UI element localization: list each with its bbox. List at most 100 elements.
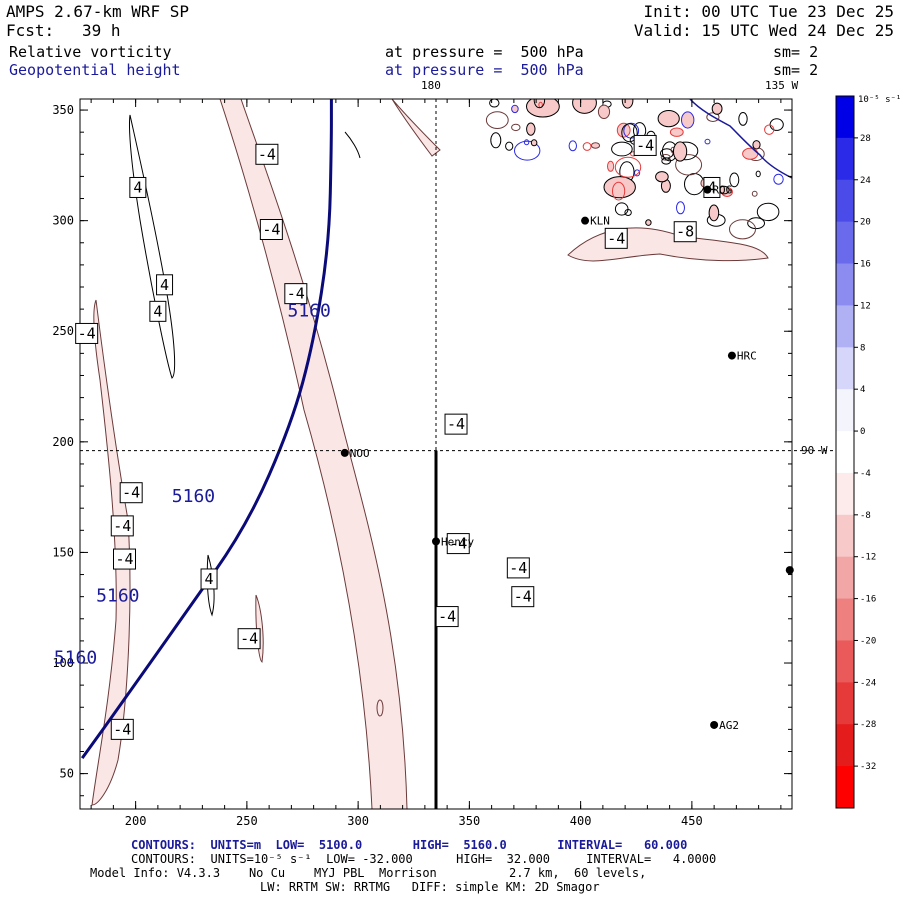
vorticity-label-box xyxy=(446,533,470,555)
vorticity-cell xyxy=(582,142,592,151)
forecast-hours: 39 h xyxy=(82,21,121,40)
colorbar-swatch xyxy=(836,682,854,725)
x-tick-label: 350 xyxy=(459,814,481,828)
vorticity-cell xyxy=(514,140,541,161)
plot-frame: 200 250 300 350 400 450 50 100 150 200 250 300 350 xyxy=(52,98,840,828)
vorticity-cell xyxy=(634,169,641,177)
station-label: HRC xyxy=(737,350,757,363)
station-dot xyxy=(727,351,736,360)
vorticity-label-box xyxy=(110,718,134,740)
colorbar-tick-label: -32 xyxy=(860,762,876,772)
colorbar-swatch xyxy=(836,766,854,809)
vorticity-label: -4 xyxy=(636,136,654,154)
colorbar-swatch xyxy=(836,556,854,600)
vorticity-label: -4 xyxy=(262,220,280,238)
colorbar-tick-label: -20 xyxy=(860,636,876,646)
height-contour-label: 5160 xyxy=(96,586,139,607)
vorticity-label-box xyxy=(119,482,143,504)
model-title: AMPS 2.67-km WRF SP xyxy=(6,2,190,21)
height-contour-label: 5160 xyxy=(54,648,97,669)
vorticity-label-box xyxy=(149,300,167,322)
vorticity-band-north xyxy=(391,99,441,157)
vorticity-label: -4 xyxy=(438,608,456,626)
colorbar-tick-label: 4 xyxy=(860,385,865,395)
vorticity-label: -4 xyxy=(78,324,96,342)
height-contour-info: CONTOURS: UNITS=m LOW= 5100.0 HIGH= 5160… xyxy=(131,838,688,852)
vorticity-cell xyxy=(511,104,519,114)
vorticity-cell xyxy=(755,170,761,178)
station-label: ROG xyxy=(712,184,732,197)
field1-name: Relative vorticity xyxy=(9,43,172,61)
station-dot xyxy=(710,720,719,729)
vorticity-cell xyxy=(673,141,688,162)
height-contour-label: 5160 xyxy=(172,486,215,507)
colorbar-tick-label: -8 xyxy=(860,511,871,521)
vorticity-cell xyxy=(590,142,601,149)
vorticity-label: -4 xyxy=(287,285,305,303)
vorticity-cell xyxy=(621,123,638,143)
x-tick-label: 300 xyxy=(347,814,369,828)
valid-time: Valid: 15 UTC Wed 24 Dec 25 xyxy=(633,21,894,40)
vorticity-label: -4 xyxy=(258,145,276,163)
station-dot xyxy=(703,185,712,194)
vorticity-cell xyxy=(505,141,514,151)
coastline xyxy=(689,99,792,179)
vorticity-cell xyxy=(526,122,536,136)
vorticity-cell xyxy=(614,156,642,178)
vorticity-label: 4 xyxy=(153,302,162,320)
colorbar-tick-label: 24 xyxy=(860,176,871,186)
vorticity-cell xyxy=(669,127,684,137)
vorticity-label-box xyxy=(511,586,535,608)
vorticity-label: -4 xyxy=(607,229,625,247)
height-contour-line xyxy=(80,99,333,759)
vorticity-label-box xyxy=(75,322,99,344)
station-label: KLN xyxy=(590,215,610,228)
colorbar-unit: 10⁻⁵ s⁻¹ xyxy=(858,95,900,105)
vorticity-cell xyxy=(773,173,784,185)
vorticity-cell xyxy=(572,99,597,114)
vorticity-cell xyxy=(490,132,502,149)
colorbar-tick-label: -4 xyxy=(860,469,871,479)
vorticity-cell xyxy=(511,123,521,132)
vorticity-label-box xyxy=(156,274,174,296)
colorbar-swatch xyxy=(836,640,854,683)
colorbar-frame xyxy=(835,95,855,809)
vorticity-cell xyxy=(607,160,615,172)
vorticity-cell xyxy=(747,217,765,230)
vorticity-cell xyxy=(568,140,577,152)
colorbar-swatch xyxy=(836,431,854,474)
vorticity-cell xyxy=(660,154,671,161)
vorticity-cell xyxy=(657,110,680,128)
vorticity-cell xyxy=(523,139,530,146)
vorticity-cell xyxy=(729,219,756,240)
colorbar-swatch xyxy=(836,472,854,516)
x-tick-label: 200 xyxy=(125,814,147,828)
vorticity-label-box xyxy=(633,134,657,156)
colorbar-tick-label: 28 xyxy=(860,134,871,144)
vorticity-cell xyxy=(704,138,711,145)
vorticity-label-box xyxy=(284,283,308,305)
vorticity-label: -4 xyxy=(113,517,131,535)
field2-smoothing: sm= 2 xyxy=(773,61,819,79)
station-dot xyxy=(432,537,440,546)
colorbar-tick-label: -12 xyxy=(860,553,876,563)
colorbar-tick-label: 12 xyxy=(860,301,871,311)
vorticity-label-box xyxy=(129,176,147,198)
forecast-label: Fcst: xyxy=(6,21,55,40)
vorticity-band-east xyxy=(567,227,769,262)
height-contour-label: 5160 xyxy=(287,300,330,321)
vorticity-cell xyxy=(614,202,629,216)
vorticity-label-box xyxy=(435,606,459,628)
lon-label-135w: 135 W xyxy=(765,79,799,92)
model-info: Model Info: V4.3.3 No Cu MYJ PBL Morriso… xyxy=(90,866,647,880)
vorticity-cell xyxy=(752,140,761,150)
vorticity-label: -8 xyxy=(676,223,694,241)
field2-pressure: at pressure = 500 hPa xyxy=(385,61,584,79)
x-tick-label: 450 xyxy=(681,814,703,828)
vorticity-contour-info: CONTOURS: UNITS=10⁻⁵ s⁻¹ LOW= -32.000 HI… xyxy=(131,852,717,866)
vorticity-label: 4 xyxy=(205,570,214,588)
x-tick-label: 400 xyxy=(570,814,592,828)
vorticity-cell xyxy=(764,124,775,135)
vorticity-label-box xyxy=(259,218,283,240)
colorbar-swatch xyxy=(836,263,854,306)
